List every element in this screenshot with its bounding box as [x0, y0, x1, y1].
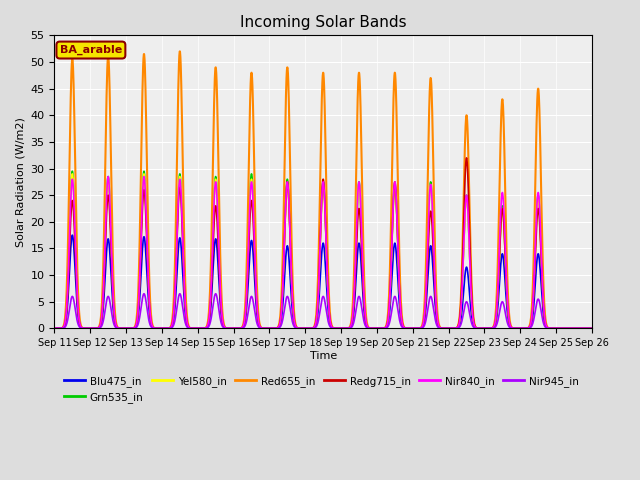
Legend: Blu475_in, Grn535_in, Yel580_in, Red655_in, Redg715_in, Nir840_in, Nir945_in: Blu475_in, Grn535_in, Yel580_in, Red655_… [60, 372, 584, 407]
Red655_in [588, 325, 596, 331]
Grn535_in [112, 322, 120, 327]
Grn535_in [520, 325, 527, 331]
Red655_in [280, 192, 288, 198]
Nir945_in [280, 309, 288, 315]
Text: BA_arable: BA_arable [60, 45, 122, 55]
Nir945_in [520, 325, 527, 331]
Blu475_in [280, 283, 288, 289]
Nir840_in [144, 262, 152, 268]
Redg715_in [51, 325, 58, 331]
Blu475_in [257, 325, 264, 331]
Line: Nir945_in: Nir945_in [54, 294, 592, 328]
Red655_in [520, 325, 527, 331]
Blu475_in [68, 232, 76, 238]
Nir945_in [578, 325, 586, 331]
Redg715_in [578, 325, 586, 331]
Yel580_in [588, 325, 596, 331]
Red655_in [578, 325, 586, 331]
Yel580_in [144, 261, 152, 267]
Nir945_in [588, 325, 596, 331]
Redg715_in [144, 263, 152, 269]
Nir840_in [588, 325, 596, 331]
Nir945_in [144, 311, 152, 317]
Blu475_in [520, 325, 527, 331]
Redg715_in [112, 321, 120, 327]
Red655_in [176, 48, 184, 54]
Blu475_in [578, 325, 586, 331]
Nir840_in [112, 322, 120, 327]
Line: Nir840_in: Nir840_in [54, 177, 592, 328]
Yel580_in [257, 324, 264, 330]
Nir945_in [112, 324, 120, 330]
Redg715_in [463, 155, 470, 161]
Redg715_in [588, 325, 596, 331]
Grn535_in [578, 325, 586, 331]
X-axis label: Time: Time [310, 351, 337, 361]
Title: Incoming Solar Bands: Incoming Solar Bands [240, 15, 406, 30]
Red655_in [51, 325, 58, 331]
Nir945_in [140, 291, 148, 297]
Nir840_in [520, 325, 527, 331]
Redg715_in [520, 325, 527, 331]
Grn535_in [257, 324, 264, 330]
Red655_in [257, 324, 264, 330]
Nir945_in [257, 325, 264, 331]
Grn535_in [51, 325, 58, 331]
Blu475_in [588, 325, 596, 331]
Grn535_in [280, 250, 288, 255]
Y-axis label: Solar Radiation (W/m2): Solar Radiation (W/m2) [15, 117, 25, 247]
Nir840_in [51, 325, 58, 331]
Line: Grn535_in: Grn535_in [54, 171, 592, 328]
Line: Red655_in: Red655_in [54, 51, 592, 328]
Yel580_in [68, 171, 76, 177]
Line: Redg715_in: Redg715_in [54, 158, 592, 328]
Grn535_in [68, 168, 76, 174]
Redg715_in [257, 324, 264, 330]
Line: Yel580_in: Yel580_in [54, 174, 592, 328]
Redg715_in [280, 256, 287, 262]
Grn535_in [588, 325, 596, 331]
Blu475_in [144, 288, 152, 293]
Nir840_in [257, 324, 264, 330]
Nir840_in [280, 251, 288, 257]
Nir840_in [578, 325, 586, 331]
Blu475_in [112, 323, 120, 329]
Yel580_in [520, 325, 527, 331]
Red655_in [144, 202, 152, 207]
Line: Blu475_in: Blu475_in [54, 235, 592, 328]
Yel580_in [280, 252, 288, 258]
Yel580_in [112, 322, 120, 327]
Yel580_in [51, 325, 58, 331]
Nir945_in [51, 325, 58, 331]
Yel580_in [578, 325, 586, 331]
Grn535_in [144, 260, 152, 266]
Nir840_in [104, 174, 112, 180]
Blu475_in [51, 325, 58, 331]
Red655_in [112, 317, 120, 323]
